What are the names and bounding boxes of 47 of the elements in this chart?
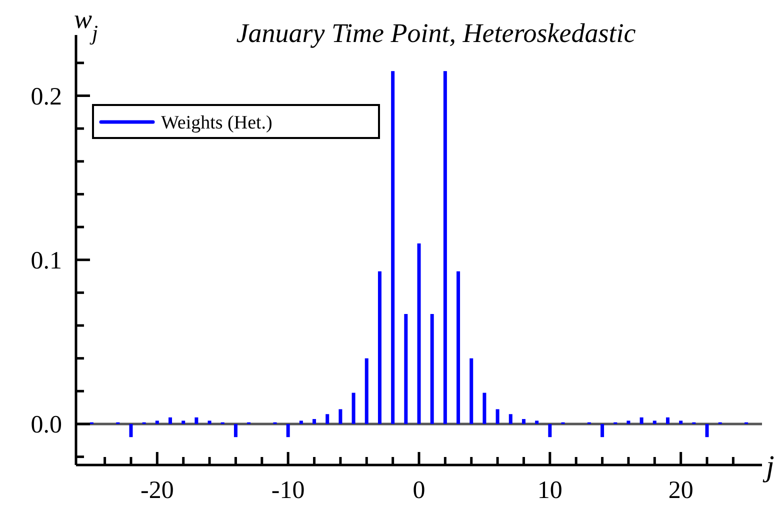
bar <box>352 392 356 424</box>
bar <box>182 420 186 424</box>
y-axis-title: w$_{j}$ <box>74 4 98 45</box>
bar <box>482 392 486 424</box>
bar <box>299 420 303 424</box>
chart-title: January Time Point, Heteroskedastic <box>236 18 636 48</box>
bar <box>522 419 526 424</box>
bar <box>508 414 512 424</box>
bar <box>338 409 342 424</box>
bar <box>679 420 683 424</box>
bar <box>626 420 630 424</box>
y-tick-label: 0.2 <box>30 83 62 110</box>
y-tick-label: 0.1 <box>30 248 62 275</box>
bar <box>326 414 330 424</box>
bar <box>404 314 408 424</box>
x-axis-title: j <box>762 450 774 483</box>
bar <box>535 420 539 424</box>
bar <box>470 358 474 424</box>
x-tick-label: 20 <box>668 477 694 504</box>
y-tick-label: 0.0 <box>30 412 62 439</box>
bar <box>640 417 644 424</box>
x-tick-label: 0 <box>412 477 426 504</box>
bar <box>378 271 382 424</box>
bar <box>391 71 395 424</box>
bar <box>666 417 670 424</box>
x-tick-label: 10 <box>537 477 562 504</box>
bar <box>548 424 552 438</box>
bar <box>168 417 172 424</box>
bar <box>155 420 159 424</box>
bar <box>496 409 500 424</box>
x-tick-label: -10 <box>271 477 305 504</box>
bar <box>364 358 368 424</box>
legend-label: Weights (Het.) <box>161 112 272 134</box>
bar <box>129 424 133 438</box>
bar <box>705 424 709 438</box>
bar <box>600 424 604 438</box>
bar <box>417 243 421 424</box>
bar <box>208 420 212 424</box>
bar <box>430 314 434 424</box>
bar <box>234 424 238 438</box>
bar <box>312 419 316 424</box>
bar <box>443 71 447 424</box>
bar <box>456 271 460 424</box>
bar <box>652 420 656 424</box>
bar <box>194 417 198 424</box>
bar <box>286 424 290 438</box>
x-tick-label: -20 <box>140 477 174 504</box>
